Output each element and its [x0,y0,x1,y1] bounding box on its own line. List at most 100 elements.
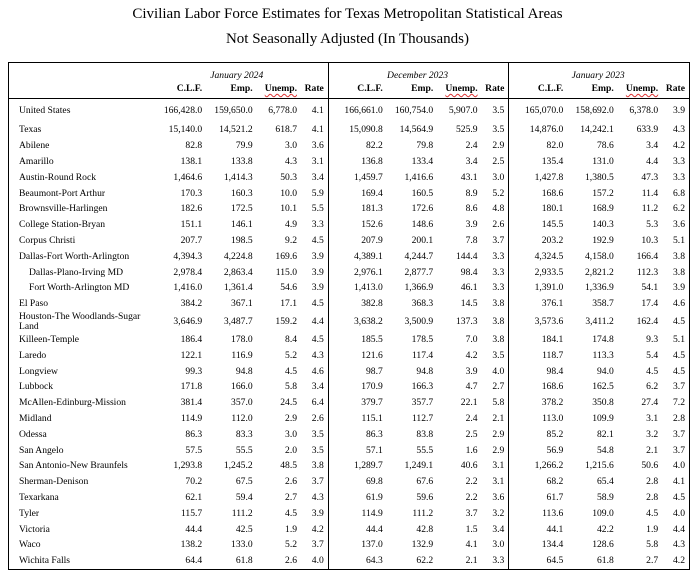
cell: 2.7 [285,491,298,503]
table-row: Killeen-Temple 186.4 178.0 8.4 4.5 185.5 178.5… [9,332,690,348]
cell: 6.4 [311,397,324,409]
cell: 1,366.9 [404,282,434,294]
area-name: McAllen-Edinburg-Mission [19,397,126,409]
table-row: College Station-Bryan 151.1 146.1 4.9 3.3 152… [9,217,690,234]
cell: 113.3 [592,349,614,361]
cell: 145.5 [508,217,568,234]
cell: 4,244.7 [404,250,434,262]
cell: 5.2 [285,349,298,361]
cell: 2.6 [492,219,505,231]
cell: 618.7 [275,124,298,136]
cell: 2,978.4 [173,266,203,278]
cell: 7.8 [465,234,478,246]
cell: 2.9 [285,412,298,424]
cell: 86.3 [185,428,203,440]
cell: 2,821.2 [585,266,614,278]
cell: 40.6 [460,460,478,472]
area-name: Houston-The Woodlands-Sugar Land [19,311,141,333]
cell: 55.5 [235,444,253,456]
cell: 109.0 [592,507,614,519]
cell: 8.6 [465,203,478,215]
table-row: Houston-The Woodlands-Sugar Land 3,646.9 3… [9,311,690,333]
cell: 4.5 [673,491,685,503]
cell: 133.4 [411,155,434,167]
area-name: Texarkana [19,491,59,503]
cell: 4.0 [311,554,324,566]
cell: 171.8 [180,381,203,393]
cell: 138.2 [180,539,203,551]
cell: 3.8 [492,316,505,328]
cell: 357.7 [411,397,434,409]
cell: 3.9 [673,104,685,116]
cell: 2.4 [465,140,478,152]
table-row: San Antonio-New Braunfels 1,293.8 1,245.2 4… [9,458,690,475]
cell: 94.8 [235,365,253,377]
cell: 3.0 [285,428,298,440]
cell: 3.1 [492,460,505,472]
cell: 82.8 [185,140,203,152]
cell: 159,650.0 [214,104,253,116]
corner [9,63,148,84]
column-label: Rate [481,83,509,99]
cell: 61.9 [327,490,387,506]
cell: 3.1 [492,476,505,488]
cell: 2.4 [465,412,478,424]
cell: 3,646.9 [173,316,203,328]
cell: 4.4 [646,155,659,167]
cell: 2.2 [465,476,478,488]
area-name: United States [19,104,71,116]
cell: 109.9 [592,412,614,424]
cell: 182.6 [180,203,203,215]
cell: 5.8 [285,381,298,393]
cell: 170.3 [180,187,203,199]
cell: 2.1 [492,412,505,424]
cell: 192.9 [592,234,614,246]
cell: 2.6 [285,476,298,488]
area-name: Brownsville-Harlingen [19,203,108,215]
table-row: Dallas-Fort Worth-Arlington 4,394.3 4,224.… [9,248,690,265]
cell: 4.5 [285,365,298,377]
cell: 4.5 [646,365,659,377]
cell: 42.5 [235,523,253,535]
cell: 1,414.3 [223,171,253,183]
cell: 166,428.0 [163,104,203,116]
table-row: Texarkana 62.1 59.4 2.7 4.3 61.9 59.6 2.2 3.6 61.… [9,490,690,506]
cell: 4.5 [673,349,685,361]
cell: 4.0 [673,460,685,472]
cell: 5.8 [492,397,505,409]
cell: 64.3 [327,553,387,570]
area-name: Lubbock [19,381,54,393]
cell: 148.6 [411,219,434,231]
area-name: Wichita Falls [19,554,71,566]
cell: 6.2 [646,381,659,393]
cell: 46.1 [460,282,478,294]
cell: 79.8 [416,140,434,152]
cell: 4.1 [673,476,685,488]
cell: 3.3 [492,266,505,278]
cell: 4.3 [311,349,324,361]
cell: 1,245.2 [223,460,253,472]
cell: 64.5 [508,553,568,570]
cell: 185.5 [327,332,387,348]
cell: 55.5 [416,444,434,456]
cell: 2.5 [465,428,478,440]
cell: 14,876.0 [508,122,568,139]
cell: 7.2 [673,397,685,409]
cell: 67.6 [416,476,434,488]
cell: 82.1 [596,428,614,440]
area-name: Austin-Round Rock [19,171,97,183]
cell: 82.2 [327,138,387,155]
cell: 15,140.0 [168,124,203,136]
cell: 4.5 [311,333,324,345]
cell: 128.6 [592,539,614,551]
cell: 44.4 [327,521,387,538]
cell: 160,754.0 [394,104,434,116]
cell: 65.4 [596,476,614,488]
cell: 1.9 [646,523,659,535]
cell: 57.5 [185,444,203,456]
cell: 5.4 [646,349,659,361]
cell: 2.9 [492,444,505,456]
cell: 166.3 [411,381,434,393]
cell: 4.2 [311,523,324,535]
area-name: San Antonio-New Braunfels [19,460,128,472]
